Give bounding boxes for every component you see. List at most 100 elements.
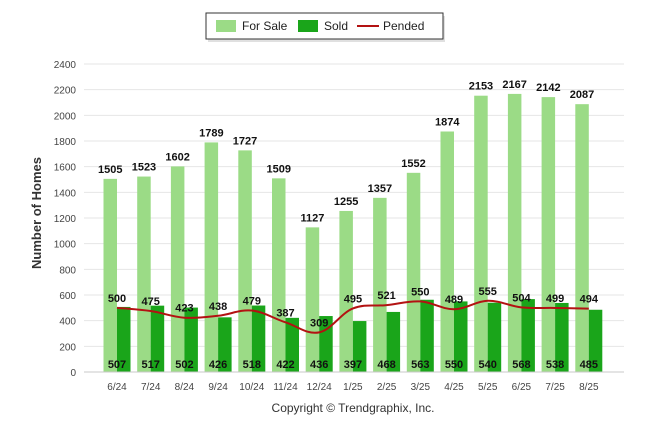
label-pended: 438 bbox=[209, 301, 227, 313]
bar-sold bbox=[386, 311, 401, 372]
y-tick-label: 2400 bbox=[54, 60, 77, 71]
bar-for-sale bbox=[238, 150, 252, 372]
label-pended: 521 bbox=[377, 290, 395, 302]
x-tick-label: 8/25 bbox=[579, 382, 599, 393]
x-tick-label: 7/25 bbox=[545, 382, 565, 393]
label-for-sale: 1602 bbox=[165, 151, 189, 163]
label-for-sale: 1727 bbox=[233, 135, 257, 147]
label-for-sale: 2087 bbox=[570, 89, 594, 101]
copyright-footer: Copyright © Trendgraphix, Inc. bbox=[272, 401, 435, 415]
x-tick-label: 9/24 bbox=[208, 382, 228, 393]
label-pended: 555 bbox=[479, 286, 497, 298]
label-sold: 502 bbox=[175, 359, 193, 371]
label-pended: 479 bbox=[243, 296, 261, 308]
axis-layer: 0 200 400 600 800 1000 1200 1400 1600 1800 2000 220… bbox=[54, 60, 624, 393]
x-tick-label: 10/24 bbox=[239, 382, 264, 393]
y-tick-label: 2000 bbox=[54, 111, 77, 122]
label-for-sale: 1357 bbox=[368, 183, 392, 195]
label-pended: 495 bbox=[344, 293, 362, 305]
bar-sold bbox=[588, 309, 603, 372]
label-sold: 550 bbox=[445, 359, 463, 371]
line-layer bbox=[116, 299, 589, 334]
label-for-sale: 2142 bbox=[536, 82, 560, 94]
bar-sold bbox=[184, 307, 198, 372]
bar-sold bbox=[218, 317, 232, 372]
label-sold: 422 bbox=[276, 359, 294, 371]
pended-line bbox=[116, 299, 589, 334]
x-tick-label: 1/25 bbox=[343, 382, 363, 393]
x-tick-label: 2/25 bbox=[377, 382, 397, 393]
label-sold: 538 bbox=[546, 359, 564, 371]
bar-for-sale bbox=[373, 197, 387, 372]
y-tick-label: 2200 bbox=[54, 86, 77, 97]
bar-sold bbox=[487, 302, 502, 372]
bar-sold bbox=[251, 305, 266, 372]
y-tick-label: 600 bbox=[59, 291, 76, 302]
bar-sold bbox=[117, 306, 131, 372]
label-pended: 494 bbox=[580, 294, 599, 306]
label-pended: 499 bbox=[546, 293, 564, 305]
label-sold: 468 bbox=[377, 359, 395, 371]
label-sold: 485 bbox=[580, 359, 598, 371]
label-sold: 540 bbox=[479, 359, 497, 371]
label-sold: 563 bbox=[411, 359, 429, 371]
x-tick-label: 6/24 bbox=[107, 382, 127, 393]
bar-for-sale bbox=[440, 131, 454, 372]
y-tick-label: 1600 bbox=[54, 163, 77, 174]
label-sold: 517 bbox=[142, 359, 160, 371]
bar-for-sale bbox=[103, 178, 117, 372]
label-for-sale: 1127 bbox=[301, 212, 325, 224]
bar-layer bbox=[103, 93, 603, 373]
legend: For Sale Sold Pended bbox=[205, 12, 445, 42]
x-tick-label: 11/24 bbox=[273, 382, 298, 393]
y-tick-label: 1400 bbox=[54, 188, 77, 199]
bar-for-sale bbox=[541, 97, 556, 373]
label-for-sale: 1552 bbox=[401, 158, 425, 170]
label-layer: 1505 500 507 1523 475 517 1602 423 502 1789 438 426… bbox=[98, 79, 599, 371]
legend-swatch bbox=[216, 20, 236, 32]
bar-for-sale bbox=[272, 178, 286, 372]
y-tick-label: 1800 bbox=[54, 137, 77, 148]
y-tick-label: 800 bbox=[59, 265, 76, 276]
x-tick-label: 8/24 bbox=[175, 382, 195, 393]
label-for-sale: 1505 bbox=[98, 164, 122, 176]
legend-label: Sold bbox=[324, 19, 348, 33]
label-for-sale: 2167 bbox=[502, 79, 526, 91]
legend-label: Pended bbox=[383, 19, 424, 33]
x-tick-label: 6/25 bbox=[512, 382, 532, 393]
legend-label: For Sale bbox=[242, 19, 288, 33]
label-pended: 387 bbox=[276, 307, 294, 319]
x-tick-label: 5/25 bbox=[478, 382, 498, 393]
bar-sold bbox=[420, 299, 434, 372]
label-pended: 309 bbox=[310, 317, 328, 329]
x-tick-label: 12/24 bbox=[307, 382, 332, 393]
bar-sold bbox=[555, 302, 569, 372]
label-pended: 504 bbox=[512, 292, 531, 304]
bar-for-sale bbox=[474, 95, 488, 372]
bar-sold bbox=[150, 305, 165, 372]
y-tick-label: 1200 bbox=[54, 214, 77, 225]
bar-for-sale bbox=[137, 176, 151, 372]
bar-for-sale bbox=[406, 172, 421, 372]
bar-for-sale bbox=[204, 142, 219, 372]
x-tick-label: 7/24 bbox=[141, 382, 161, 393]
bar-sold bbox=[352, 321, 367, 372]
label-for-sale: 1523 bbox=[132, 162, 156, 174]
label-pended: 550 bbox=[411, 286, 429, 298]
label-sold: 436 bbox=[310, 359, 328, 371]
bar-sold bbox=[521, 299, 535, 372]
bar-for-sale bbox=[305, 227, 320, 372]
legend-box bbox=[205, 12, 444, 40]
bar-for-sale bbox=[170, 166, 185, 372]
x-tick-label: 4/25 bbox=[444, 382, 464, 393]
bar-for-sale bbox=[339, 210, 353, 372]
label-for-sale: 1509 bbox=[267, 163, 291, 175]
bar-for-sale bbox=[575, 104, 589, 372]
y-tick-label: 0 bbox=[70, 368, 76, 379]
label-sold: 518 bbox=[243, 359, 261, 371]
bar-sold bbox=[454, 301, 468, 372]
label-sold: 507 bbox=[108, 359, 126, 371]
bar-sold bbox=[285, 317, 299, 372]
